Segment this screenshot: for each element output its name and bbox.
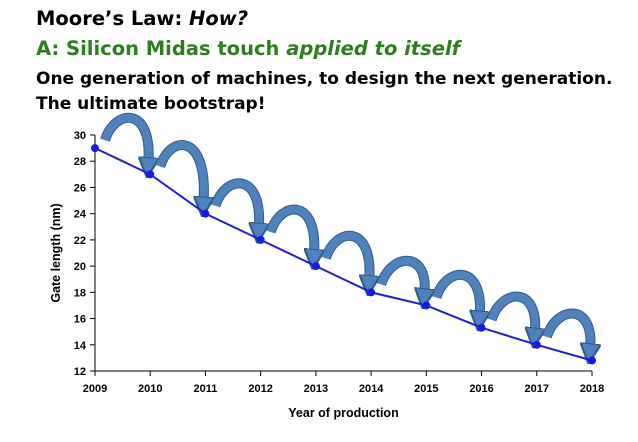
transition-arrow — [156, 141, 204, 203]
y-tick-label: 28 — [74, 156, 86, 168]
data-point — [367, 288, 376, 297]
data-point — [146, 170, 155, 179]
y-tick-label: 26 — [74, 182, 86, 194]
y-tick-label: 22 — [74, 235, 86, 247]
y-tick-label: 16 — [74, 314, 86, 326]
series-line — [94, 147, 593, 362]
transition-arrow — [211, 179, 259, 229]
transition-arrow — [432, 270, 480, 317]
y-tick-label: 20 — [74, 261, 86, 273]
x-tick-label: 2010 — [138, 383, 162, 395]
y-tick-label: 14 — [74, 340, 87, 352]
y-tick-label: 30 — [74, 130, 86, 142]
x-tick-label: 2018 — [580, 383, 604, 395]
data-point — [477, 323, 486, 332]
x-tick-label: 2016 — [469, 383, 493, 395]
data-point — [311, 262, 320, 271]
transition-arrow — [542, 309, 591, 349]
x-tick-label: 2017 — [525, 383, 549, 395]
x-tick-label: 2011 — [194, 383, 218, 395]
x-tick-label: 2015 — [414, 383, 438, 395]
transition-arrow — [377, 256, 425, 295]
transition-arrow — [266, 205, 315, 256]
y-axis-label: Gate length (nm) — [49, 203, 63, 302]
x-tick-label: 2014 — [359, 383, 384, 395]
answer-line: A: Silicon Midas touch applied to itself — [36, 37, 460, 61]
transition-arrow — [322, 231, 370, 282]
y-tick-label: 24 — [74, 209, 87, 221]
title-emphasis: How? — [189, 7, 249, 30]
data-point — [588, 356, 596, 365]
answer-emphasis: applied to itself — [286, 37, 461, 60]
title-prefix: Moore’s Law: — [36, 7, 190, 30]
data-point — [256, 235, 265, 244]
y-tick-label: 18 — [74, 287, 86, 299]
transition-arrow — [101, 113, 149, 164]
subtitle-line-1: One generation of machines, to design th… — [36, 69, 613, 89]
subtitle-line-2: The ultimate bootstrap! — [36, 94, 266, 114]
x-tick-label: 2012 — [248, 383, 272, 395]
answer-prefix: A: Silicon Midas touch — [36, 37, 287, 60]
x-axis-label: Year of production — [288, 406, 398, 420]
x-tick-label: 2013 — [304, 383, 328, 395]
x-tick-label: 2009 — [83, 383, 107, 395]
transition-arrow — [487, 292, 536, 334]
y-tick-label: 12 — [74, 366, 86, 378]
data-point — [422, 301, 431, 310]
data-point — [532, 340, 541, 349]
data-point — [201, 209, 210, 218]
data-point — [91, 144, 99, 153]
slide-title: Moore’s Law: How? — [36, 7, 248, 31]
